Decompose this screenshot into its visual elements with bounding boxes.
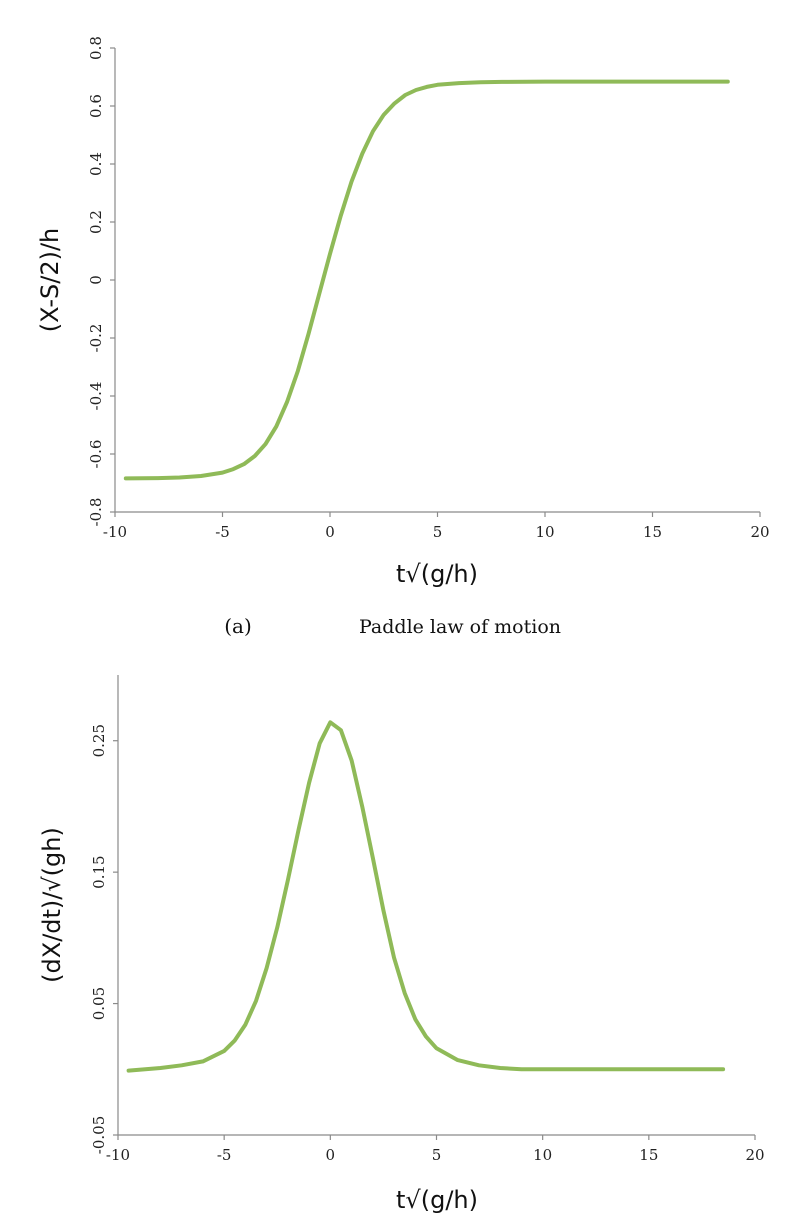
y-tick-label: -0.2 [87,324,105,353]
chart-0-ticks: -10 -5 0 5 10 15 20 -0.8 -0.6 -0.4 -0.2 0 0.2 0.4 0.6 0… [87,36,770,541]
y-tick-label: -0.8 [87,498,105,527]
x-tick-label: 15 [639,1146,658,1164]
x-tick-label: 20 [745,1146,764,1164]
series-line-velocity [126,720,726,1073]
y-axis-title: (dX/dt)/√(gh) [38,827,66,983]
figure-caption: (a) Paddle law of motion [224,614,561,638]
x-tick-label: 0 [326,1146,336,1164]
x-axis-title: t√(g/h) [396,1186,478,1214]
x-tick-label: -5 [215,523,230,541]
y-tick-label: 0.4 [87,152,105,176]
y-tick-label: 0.05 [90,987,108,1020]
y-tick-label: 0.25 [90,724,108,757]
y-tick-label: 0.6 [87,94,105,118]
x-tick-label: 15 [643,523,662,541]
chart-1-ticks: -10 -5 0 5 10 15 20 -0.05 0.05 0.15 0.25 [90,724,765,1164]
x-tick-label: 10 [535,523,554,541]
caption-text: Paddle law of motion [359,616,561,638]
y-tick-label: 0.15 [90,855,108,888]
y-tick-label: -0.4 [87,382,105,411]
chart-paddle-velocity: -10 -5 0 5 10 15 20 -0.05 0.05 0.15 0.25 t√(g/h) (… [38,675,765,1214]
x-tick-label: -5 [217,1146,232,1164]
y-tick-label: 0.8 [87,36,105,60]
x-tick-label: 10 [533,1146,552,1164]
y-tick-label: -0.6 [87,440,105,469]
y-tick-label: 0 [87,275,105,285]
x-tick-label: -10 [106,1146,130,1164]
x-tick-label: -10 [103,523,127,541]
y-tick-label: -0.05 [90,1116,108,1154]
y-axis-title: (X-S/2)/h [36,228,64,333]
chart-paddle-displacement: -10 -5 0 5 10 15 20 -0.8 -0.6 -0.4 -0.2 0 0.2 0.4 0.6 0… [36,36,770,588]
y-tick-label: 0.2 [87,210,105,234]
series-line-displacement [123,79,730,481]
x-tick-label: 0 [325,523,335,541]
x-tick-label: 20 [750,523,769,541]
x-tick-label: 5 [432,1146,442,1164]
x-tick-label: 5 [433,523,443,541]
x-axis-title: t√(g/h) [396,560,478,588]
caption-tag: (a) [224,614,252,638]
